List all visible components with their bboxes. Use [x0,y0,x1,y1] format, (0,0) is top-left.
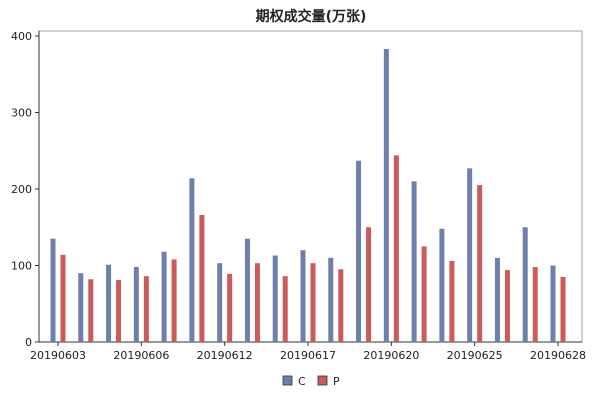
bar-p-20190617 [310,263,316,342]
bar-p-20190625 [477,185,483,342]
legend-label-p: P [333,375,340,388]
bar-p-20190621 [421,246,427,342]
chart-title: 期权成交量(万张) [256,8,367,25]
y-tick-label: 200 [11,183,32,196]
bar-c-20190605 [106,264,112,342]
bar-c-20190613 [244,238,250,342]
bar-p-20190619 [366,227,372,342]
bar-p-20190628 [560,276,566,342]
bar-c-20190604 [78,273,84,342]
bar-p-20190603 [60,254,66,342]
bar-p-20190624 [449,260,455,342]
bars-group [50,49,566,342]
bar-c-20190617 [300,250,306,342]
bar-c-20190628 [550,265,556,342]
bar-c-20190612 [217,263,223,342]
y-axis: 0 100 200 300 400 [11,30,40,349]
legend-swatch-p [317,375,328,386]
bar-c-20190621 [411,181,417,342]
bar-c-20190610 [161,251,167,342]
legend-swatch-c [282,375,293,386]
bar-p-20190610 [171,259,177,342]
x-tick-label: 20190625 [447,349,503,362]
bar-c-20190603 [50,238,56,342]
bar-c-20190619 [356,160,362,342]
x-tick-label: 20190612 [197,349,253,362]
x-tick-label: 20190628 [530,349,586,362]
bar-p-20190605 [116,280,122,342]
y-tick-label: 400 [11,30,32,43]
x-axis: 20190603 20190606 20190612 20190617 20190620… [30,341,586,362]
bar-p-20190618 [338,269,344,342]
x-tick-label: 20190606 [113,349,169,362]
bar-c-20190614 [272,255,278,342]
x-tick-label: 20190620 [363,349,419,362]
bar-c-20190625 [467,168,473,342]
bar-p-20190611 [199,215,205,342]
bar-p-20190613 [254,263,260,342]
bar-c-20190606 [133,267,139,342]
bar-p-20190620 [393,155,399,342]
bar-p-20190612 [227,273,233,342]
y-tick-label: 300 [11,107,32,120]
bar-p-20190606 [143,276,149,342]
bar-p-20190626 [504,270,510,342]
legend-label-c: C [298,375,306,388]
x-tick-label: 20190617 [280,349,336,362]
bar-c-20190627 [522,227,528,342]
bar-c-20190611 [189,178,195,342]
bar-c-20190618 [328,257,334,342]
bar-c-20190624 [439,228,445,342]
bar-c-20190626 [494,257,500,342]
bar-p-20190604 [88,279,94,342]
bar-p-20190614 [282,276,288,342]
bar-c-20190620 [383,49,389,342]
y-tick-label: 0 [25,336,32,349]
y-tick-label: 100 [11,260,32,273]
x-tick-label: 20190603 [30,349,86,362]
bar-p-20190627 [532,267,538,342]
